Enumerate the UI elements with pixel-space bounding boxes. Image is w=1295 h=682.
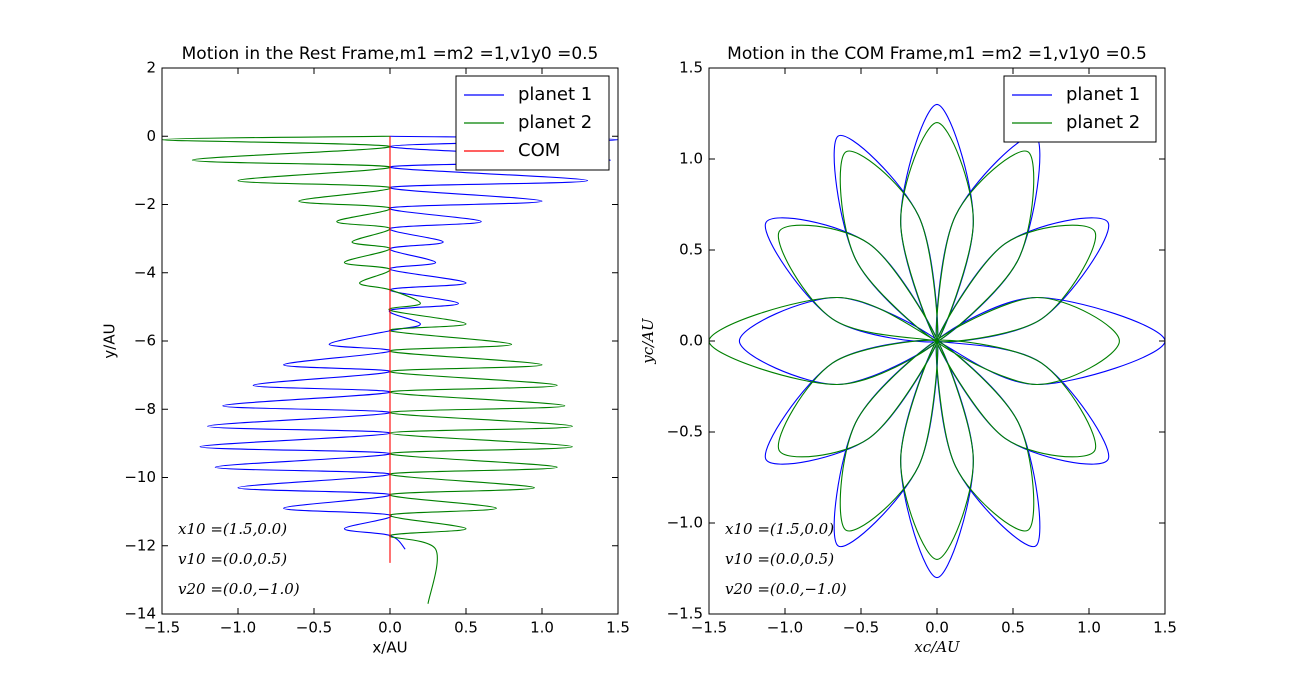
y-tick-label: −1.0 [667,514,703,532]
x-tick-label: 1.5 [606,619,630,637]
y-tick-label: 0.5 [679,241,703,259]
x-tick-label: −1.0 [767,619,803,637]
x-tick-label: −0.5 [843,619,879,637]
y-axis-label: yc/AU [639,317,657,365]
x-tick-label: −1.0 [220,619,256,637]
chart-title: Motion in the COM Frame,m1 =m2 =1,v1y0 =… [727,44,1147,64]
annotation: v20 =(0.0,−1.0) [178,580,300,598]
y-axis-label: y/AU [101,323,119,358]
annotation: x10 =(1.5,0.0) [178,520,287,538]
annotation: x10 =(1.5,0.0) [725,520,834,538]
chart-title: Motion in the Rest Frame,m1 =m2 =1,v1y0 … [182,44,599,64]
panel: −1.5 −1.0 −0.5 0.0 0.5 1.0 1.5 −14 −12 −10 −8 −6 −4 −… [101,44,630,657]
y-tick-label: −0.5 [667,423,703,441]
legend-box [1003,75,1157,143]
y-tick-label: 2 [146,59,156,77]
y-tick-label: −14 [124,605,156,623]
y-tick-label: −12 [124,536,156,554]
y-tick-label: −6 [134,332,156,350]
x-tick-label: 1.0 [530,619,554,637]
legend-box [455,75,610,171]
y-tick-label: −2 [134,195,156,213]
x-tick-label: 0.0 [378,619,402,637]
legend-label: planet 2 [518,112,592,133]
legend: planet 1 planet 2 COM [455,75,610,171]
annotation: v10 =(0.0,0.5) [725,550,834,568]
series-line [162,135,573,604]
y-tick-label: −4 [134,263,156,281]
y-tick-label: −8 [134,400,156,418]
y-tick-label: −10 [124,468,156,486]
x-tick-label: −1.5 [144,619,180,637]
legend-label: planet 1 [1066,84,1140,105]
legend: planet 1 planet 2 [1003,75,1157,143]
x-axis-label: xc/AU [914,638,961,656]
x-tick-label: 1.5 [1153,619,1177,637]
y-tick-label: −1.5 [667,605,703,623]
series-line [199,135,618,550]
series-line [709,122,1120,560]
panel: −1.5 −1.0 −0.5 0.0 0.5 1.0 1.5 −1.5 −1.0 −0.5 0.0 0… [639,44,1177,656]
x-tick-label: 0.5 [454,619,478,637]
x-tick-label: 0.0 [925,619,949,637]
annotation: v20 =(0.0,−1.0) [725,580,847,598]
y-tick-label: 1.5 [679,59,703,77]
annotation: v10 =(0.0,0.5) [178,550,287,568]
y-tick-label: 0 [146,127,156,145]
x-tick-label: 0.5 [1001,619,1025,637]
legend-label: COM [518,140,560,161]
legend-label: planet 2 [1066,112,1140,133]
x-tick-label: 1.0 [1077,619,1101,637]
x-tick-label: −1.5 [691,619,727,637]
y-tick-label: 1.0 [679,150,703,168]
y-tick-label: 0.0 [679,332,703,350]
legend-label: planet 1 [518,84,592,105]
x-axis-label: x/AU [372,639,407,657]
x-tick-label: −0.5 [296,619,332,637]
